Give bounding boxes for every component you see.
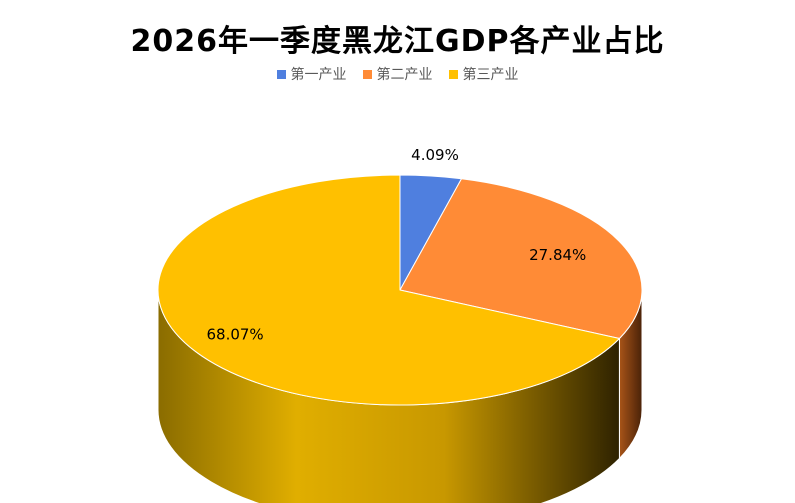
legend-item-tertiary[interactable]: 第三产业 (448, 64, 519, 84)
legend: 第一产业 第二产业 第三产业 (0, 64, 795, 84)
data-label-tertiary: 68.07% (206, 326, 263, 344)
data-label-primary: 4.09% (411, 146, 459, 164)
data-label-secondary: 27.84% (529, 246, 586, 264)
legend-swatch-secondary (362, 69, 372, 79)
legend-label-primary: 第一产业 (290, 67, 347, 83)
pie-slice-tertiary[interactable] (157, 174, 620, 406)
legend-swatch-tertiary (448, 69, 458, 79)
legend-item-secondary[interactable]: 第二产业 (362, 64, 433, 84)
legend-label-secondary: 第二产业 (376, 67, 433, 83)
pie-data-labels: 4.09% 27.84% 68.07% (206, 146, 586, 344)
legend-swatch-primary (276, 69, 286, 79)
pie-top-slices (157, 174, 643, 406)
pie-slice-secondary[interactable] (399, 178, 643, 340)
legend-label-tertiary: 第三产业 (462, 67, 519, 83)
chart-title: 2026年一季度黑龙江GDP各产业占比 (130, 24, 665, 59)
legend-item-primary[interactable]: 第一产业 (276, 64, 347, 84)
